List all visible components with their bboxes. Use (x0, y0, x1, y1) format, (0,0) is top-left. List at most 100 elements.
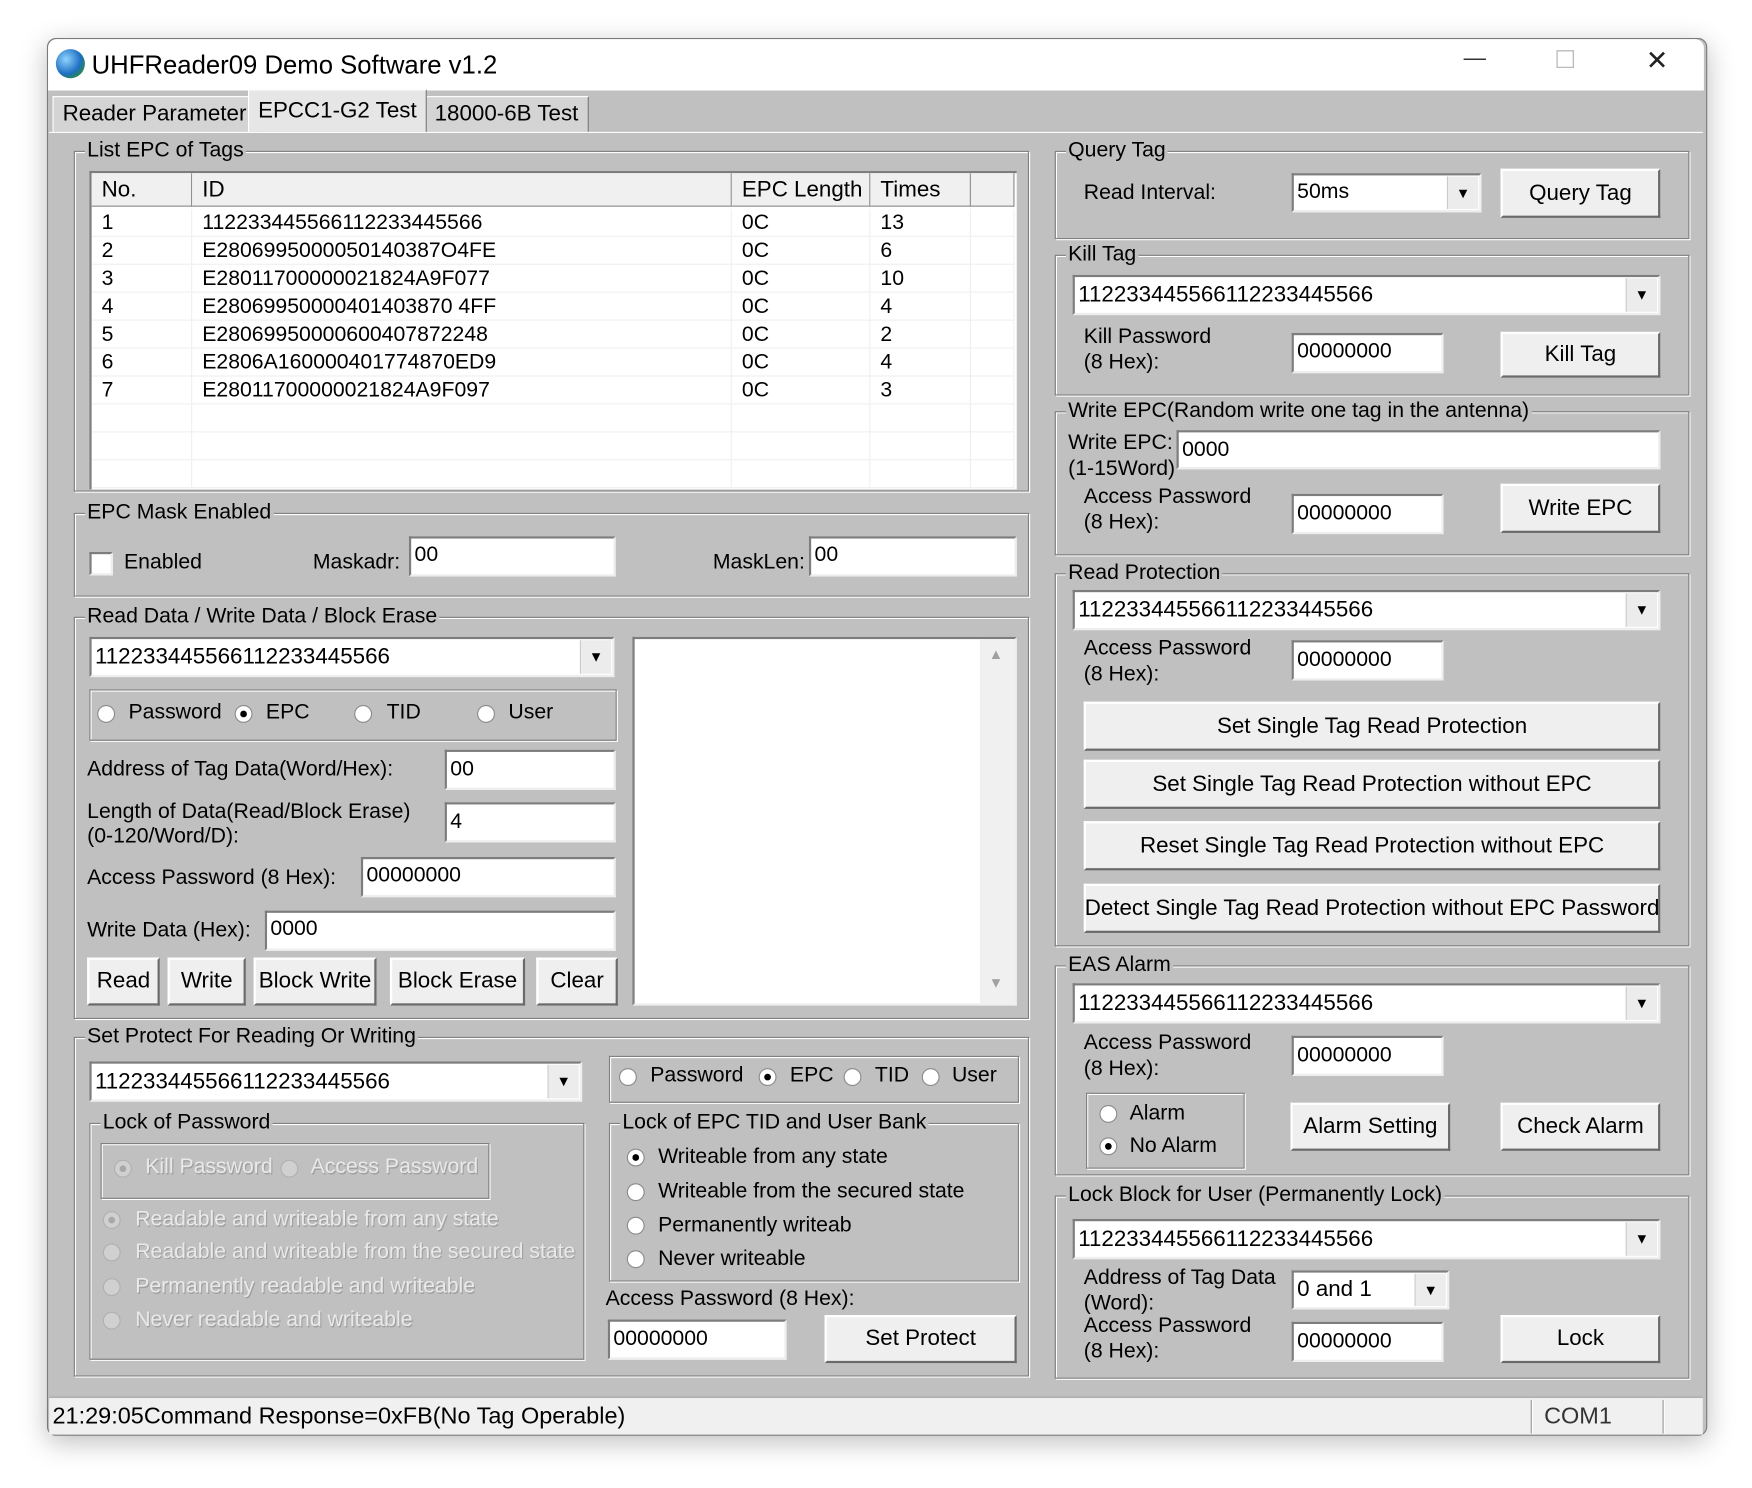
lock-bank-option-radio[interactable] (626, 1148, 645, 1167)
lock-button[interactable]: Lock (1500, 1315, 1661, 1364)
lock-password-option-radio[interactable] (102, 1278, 121, 1297)
rw-bank-password-radio[interactable] (97, 705, 116, 723)
column-header[interactable]: Times (870, 173, 971, 207)
query-tag-button[interactable]: Query Tag (1500, 168, 1661, 218)
rw-bank-tid-radio[interactable] (354, 705, 373, 723)
rw-bank-epc-label: EPC (265, 700, 310, 725)
rw-output-textarea[interactable] (632, 636, 1017, 1006)
mask-enabled-checkbox[interactable] (89, 551, 113, 576)
table-cell: 0C (731, 292, 871, 321)
check-alarm-button[interactable]: Check Alarm (1500, 1102, 1661, 1151)
table-row[interactable]: 7 E28011700000021824A9F097 0C 3 (91, 376, 1015, 405)
write-epc-password-input[interactable]: 00000000 (1291, 493, 1444, 535)
masklen-input[interactable]: 00 (808, 536, 1017, 577)
output-scrollbar[interactable]: ▲ ▼ (979, 639, 1015, 1004)
write-button[interactable]: Write (167, 957, 246, 1006)
tab-epcc1-g2-test[interactable]: EPCC1-G2 Test (248, 89, 427, 132)
table-row[interactable]: 6 E2806A160000401774870ED9 0C 4 (91, 348, 1015, 377)
chevron-down-icon[interactable]: ▼ (1625, 1222, 1657, 1256)
kill-password-input[interactable]: 00000000 (1291, 332, 1444, 374)
chevron-down-icon[interactable]: ▼ (1625, 278, 1657, 312)
table-row[interactable]: 4 E28069950000401403870 4FF 0C 4 (91, 292, 1015, 321)
alarm-setting-button[interactable]: Alarm Setting (1290, 1102, 1451, 1151)
reset-read-protection-button[interactable]: Reset Single Tag Read Protection without… (1083, 821, 1661, 871)
protect-bank-password-radio[interactable] (618, 1068, 637, 1087)
lock-bank-option-radio[interactable] (626, 1183, 645, 1202)
column-header[interactable]: ID (192, 173, 732, 207)
protect-bank-epc-radio[interactable] (758, 1068, 777, 1087)
lock-user-epc-select[interactable]: 112233445566112233445566 ▼ (1072, 1218, 1661, 1260)
chevron-down-icon[interactable]: ▼ (547, 1064, 579, 1099)
table-row[interactable]: 1 11223344556611223344556​6 0C 13 (91, 208, 1015, 237)
epc-table[interactable]: No. ID EPC Length Times 1 1122334455661122334… (89, 170, 1017, 490)
protect-epc-select[interactable]: 112233445566112233445566 ▼ (89, 1061, 583, 1102)
table-cell: 6 (91, 348, 193, 377)
alarm-radio[interactable] (1099, 1105, 1118, 1123)
address-input[interactable]: 00 (444, 749, 616, 790)
eas-epc-select[interactable]: 112233445566112233445566 ▼ (1072, 983, 1661, 1024)
table-row[interactable]: 2 E2806995000050140387O4FE 0C 6 (91, 236, 1015, 265)
length-label-2: (0-120/Word/D): (87, 824, 239, 849)
rw-epc-select[interactable]: 112233445566112233445566 ▼ (89, 636, 615, 678)
write-epc-button[interactable]: Write EPC (1500, 483, 1661, 533)
lock-user-password-input[interactable]: 00000000 (1291, 1321, 1444, 1362)
chevron-down-icon[interactable]: ▼ (1446, 176, 1479, 209)
block-erase-button[interactable]: Block Erase (389, 957, 526, 1006)
scroll-up-icon[interactable]: ▲ (988, 645, 1004, 663)
maskadr-input[interactable]: 00 (408, 536, 616, 577)
rw-bank-epc-radio[interactable] (234, 705, 253, 723)
protect-bank-user-radio[interactable] (921, 1068, 940, 1087)
minimize-button[interactable]: — (1463, 45, 1487, 71)
lock-password-option-radio[interactable] (102, 1243, 121, 1262)
close-button[interactable]: ✕ (1645, 45, 1669, 76)
scroll-down-icon[interactable]: ▼ (988, 974, 1004, 992)
read-button[interactable]: Read (87, 957, 160, 1006)
lock-bank-option-radio[interactable] (626, 1216, 645, 1235)
read-protect-epc-select[interactable]: 112233445566112233445566 ▼ (1072, 589, 1661, 631)
kill-tag-button[interactable]: Kill Tag (1500, 331, 1661, 378)
column-header[interactable]: EPC Length (731, 173, 871, 207)
rw-bank-user-radio[interactable] (477, 705, 495, 723)
lock-password-option-radio[interactable] (102, 1311, 121, 1330)
group-title: Kill Tag (1065, 242, 1139, 268)
column-header[interactable]: No. (91, 173, 193, 207)
tab-reader-parameter[interactable]: Reader Parameter (52, 96, 257, 132)
detect-read-protection-button[interactable]: Detect Single Tag Read Protection withou… (1083, 883, 1661, 933)
lock-bank-option-radio[interactable] (626, 1250, 645, 1269)
write-data-input[interactable]: 0000 (264, 910, 616, 951)
set-protect-button[interactable]: Set Protect (824, 1315, 1017, 1364)
group-title: List EPC of Tags (84, 138, 246, 164)
lock-bank-option-label: Permanently writeab (658, 1213, 852, 1237)
protect-bank-tid-radio[interactable] (843, 1068, 862, 1087)
set-read-protection-without-epc-button[interactable]: Set Single Tag Read Protection without E… (1083, 759, 1661, 809)
block-write-button[interactable]: Block Write (253, 957, 377, 1006)
read-interval-select[interactable]: 50ms ▼ (1291, 173, 1482, 213)
table-row[interactable]: 3 E28011700000021824A9F077 0C 10 (91, 264, 1015, 293)
write-epc-password-label-2: (8 Hex): (1083, 510, 1160, 535)
maximize-button[interactable]: ☐ (1554, 45, 1577, 74)
lock-user-address-select[interactable]: 0 and 1 ▼ (1291, 1270, 1450, 1310)
lock-bank-option-label: Never writeable (658, 1246, 806, 1271)
kill-epc-select[interactable]: 112233445566112233445566 ▼ (1072, 274, 1661, 316)
chevron-down-icon[interactable]: ▼ (1625, 593, 1657, 627)
table-cell (970, 236, 1015, 265)
chevron-down-icon[interactable]: ▼ (579, 640, 612, 674)
clear-button[interactable]: Clear (536, 957, 618, 1006)
protect-password-input[interactable]: 00000000 (607, 1319, 787, 1360)
eas-password-input[interactable]: 00000000 (1291, 1035, 1444, 1076)
table-row[interactable]: 5 E28069950000600407872248 0C 2 (91, 320, 1015, 349)
rw-password-input[interactable]: 00000000 (360, 856, 616, 898)
no-alarm-radio[interactable] (1099, 1137, 1118, 1156)
read-protect-password-input[interactable]: 00000000 (1291, 640, 1444, 681)
chevron-down-icon[interactable]: ▼ (1625, 986, 1657, 1021)
write-epc-input[interactable]: 0000 (1176, 430, 1661, 470)
set-read-protection-button[interactable]: Set Single Tag Read Protection (1083, 701, 1661, 751)
column-header[interactable] (970, 173, 1015, 207)
access-password-radio[interactable] (280, 1159, 299, 1178)
group-frame (73, 1036, 1030, 1377)
length-input[interactable]: 4 (444, 802, 616, 843)
lock-password-option-radio[interactable] (102, 1211, 121, 1230)
chevron-down-icon[interactable]: ▼ (1414, 1273, 1446, 1307)
tab-18000-6b-test[interactable]: 18000-6B Test (424, 96, 589, 132)
kill-password-radio[interactable] (113, 1159, 132, 1178)
